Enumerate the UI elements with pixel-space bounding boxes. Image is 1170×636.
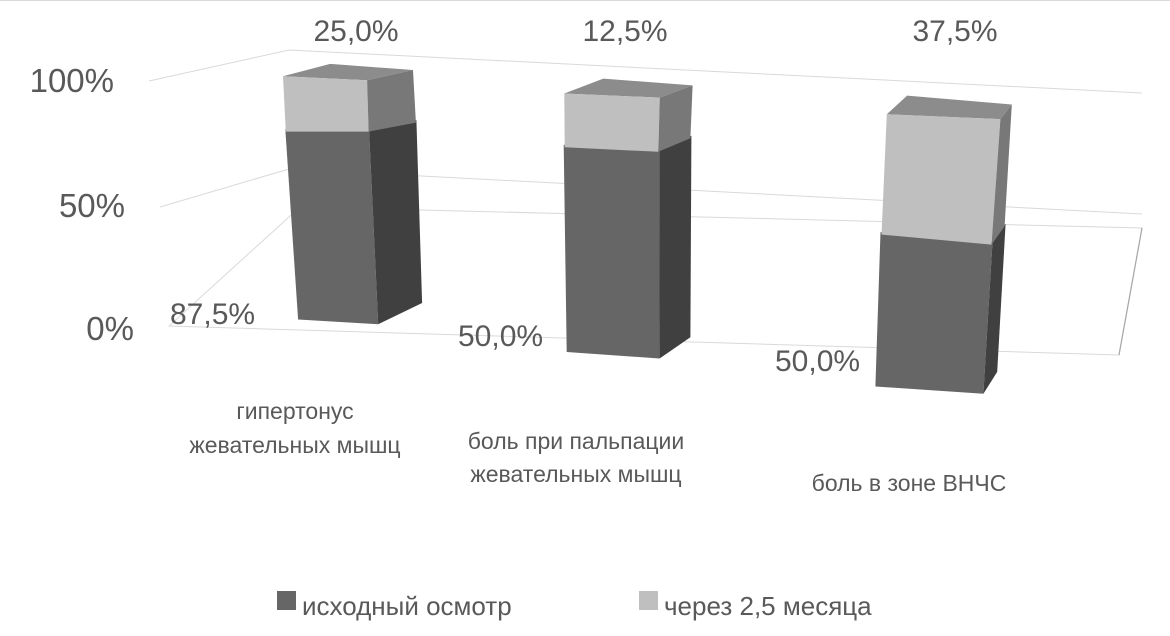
svg-text:0%: 0% — [86, 310, 134, 347]
svg-text:25,0%: 25,0% — [313, 15, 398, 48]
svg-text:87,5%: 87,5% — [170, 298, 255, 331]
svg-text:боль в зоне ВНЧС: боль в зоне ВНЧС — [812, 470, 1007, 496]
svg-text:жевательных мышц: жевательных мышц — [189, 432, 400, 458]
svg-text:37,5%: 37,5% — [912, 15, 997, 48]
svg-text:12,5%: 12,5% — [582, 15, 667, 48]
svg-text:через 2,5 месяца: через 2,5 месяца — [664, 591, 872, 621]
svg-text:100%: 100% — [30, 62, 114, 99]
svg-text:исходный осмотр: исходный осмотр — [302, 591, 512, 621]
svg-text:боль при пальпации: боль при пальпации — [468, 428, 685, 454]
svg-text:гипертонус: гипертонус — [236, 398, 353, 424]
svg-text:жевательных мышц: жевательных мышц — [470, 461, 681, 487]
svg-text:50,0%: 50,0% — [458, 320, 543, 353]
svg-text:50,0%: 50,0% — [775, 345, 860, 378]
svg-text:50%: 50% — [59, 187, 125, 224]
